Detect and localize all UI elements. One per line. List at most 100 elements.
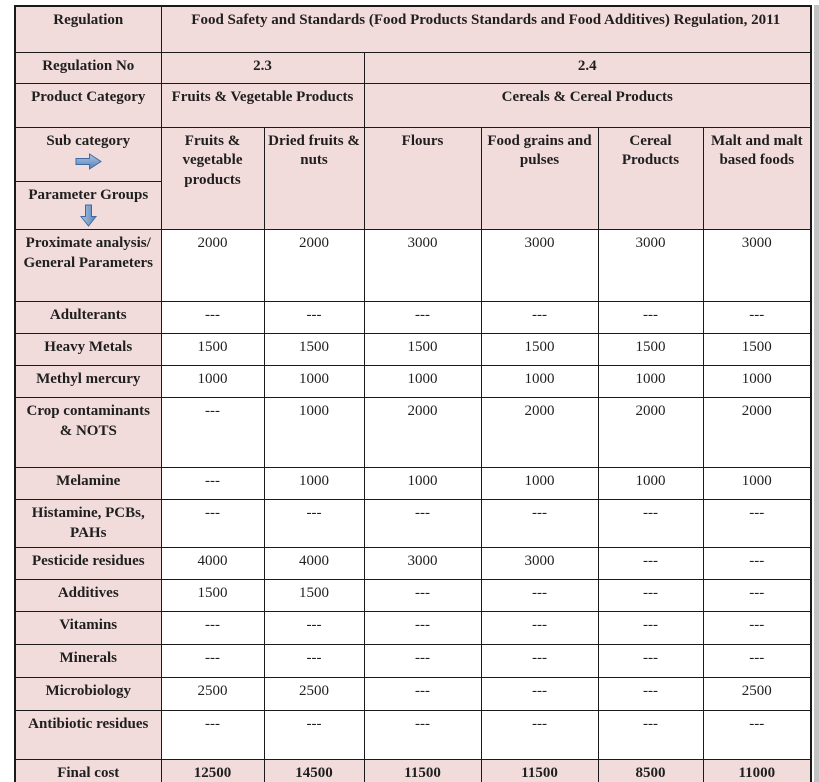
fee-value-cell: --- [363,710,482,760]
fee-value-cell: --- [263,611,365,645]
fee-value-cell: --- [263,710,365,760]
fee-value-cell: 11500 [480,759,599,782]
fee-value-cell: 2000 [363,397,482,468]
regulation-no-2-4: 2.4 [363,51,812,84]
fee-value-cell: 3000 [363,229,482,302]
parameter-row: Methyl mercury 1000 1000 1000 1000 1000 1000 [14,365,812,398]
parameter-group-label: Crop contaminants & NOTS [14,397,162,468]
parameter-groups-row: Parameter Groups [14,180,811,230]
fee-value-cell: 1000 [160,365,265,398]
right-arrow-icon [75,153,102,170]
fee-value-cell: 2500 [263,677,365,711]
fee-value-cell: 1500 [263,333,365,366]
fee-value-cell: --- [480,611,599,645]
fee-value-cell: --- [480,301,599,334]
fee-value-cell: --- [160,644,265,678]
fee-value-cell: 12500 [160,759,265,782]
fee-value-cell: 1000 [263,397,365,468]
fee-value-cell: --- [702,547,812,580]
fee-value-cell: --- [702,499,812,548]
fee-value-cell: --- [263,499,365,548]
fee-value-cell: 1500 [480,333,599,366]
sub-category-header: Malt and malt based foods [702,126,812,230]
fee-value-cell: 1000 [480,365,599,398]
parameter-row: Vitamins --- --- --- --- --- --- [14,611,812,645]
fee-value-cell: --- [363,499,482,548]
sub-category-header: Food grains and pulses [480,126,599,230]
fee-value-cell: 2000 [597,397,704,468]
fee-value-cell: 1500 [160,579,265,612]
parameter-row: Microbiology 2500 2500 --- --- --- 2500 [14,677,812,711]
parameter-group-label: Methyl mercury [14,365,162,398]
fee-value-cell: --- [160,301,265,334]
parameter-group-label: Proximate analysis/ General Parameters [14,229,162,302]
fee-value-cell: 1000 [702,365,812,398]
fee-value-cell: 11000 [702,759,812,782]
fee-value-cell: --- [160,397,265,468]
fee-value-cell: --- [160,611,265,645]
parameter-group-label: Final cost [14,759,162,782]
sub-category-label-cell: Sub category [14,126,162,182]
regulation-row: Regulation Food Safety and Standards (Fo… [14,5,812,53]
parameter-row: Minerals --- --- --- --- --- --- [14,644,812,678]
sub-category-label: Sub category [46,132,131,149]
fee-value-cell: 1000 [363,365,482,398]
parameter-row: Proximate analysis/ General Parameters 20… [14,229,812,302]
parameter-row: Additives 1500 1500 --- --- --- --- [14,579,812,612]
fee-value-cell: --- [702,644,812,678]
fee-value-cell: 3000 [480,547,599,580]
parameter-row: Heavy Metals 1500 1500 1500 1500 1500 1500 [14,333,812,366]
fee-value-cell: 1000 [597,365,704,398]
fee-value-cell: 1500 [597,333,704,366]
fee-value-cell: 11500 [363,759,482,782]
fee-value-cell: 2000 [702,397,812,468]
parameter-group-label: Antibiotic residues [14,710,162,760]
fee-schedule-table: Regulation Food Safety and Standards (Fo… [14,5,813,782]
parameter-groups-label-cell: Parameter Groups [14,180,162,230]
fee-value-cell: --- [480,710,599,760]
fee-value-cell: 1000 [263,467,365,500]
fee-value-cell: --- [480,579,599,612]
regulation-no-row: Regulation No 2.3 2.4 [14,51,812,84]
product-category-label: Product Category [14,82,162,128]
fee-value-cell: --- [597,644,704,678]
sub-category-header: Fruits & vegetable products [160,126,265,230]
fee-value-cell: --- [702,579,812,612]
fee-value-cell: --- [597,301,704,334]
fee-value-cell: --- [597,499,704,548]
fee-value-cell: 4000 [160,547,265,580]
fee-value-cell: --- [702,301,812,334]
fee-value-cell: --- [160,467,265,500]
page-edge-shadow-right [814,5,819,782]
regulation-title: Food Safety and Standards (Food Products… [160,5,812,53]
fee-value-cell: --- [597,547,704,580]
fee-value-cell: 1000 [263,365,365,398]
sub-category-header: Cereal Products [597,126,704,230]
down-arrow-icon [79,204,97,227]
parameter-row: Final cost 12500 14500 11500 11500 8500 11000 [14,759,812,782]
sub-category-header: Flours [363,126,482,230]
parameter-group-label: Minerals [14,644,162,678]
fee-value-cell: --- [363,644,482,678]
fee-value-cell: 1000 [702,467,812,500]
parameter-row: Pesticide residues 4000 4000 3000 3000 --- --- [14,547,812,580]
fee-value-cell: 2000 [160,229,265,302]
parameter-group-label: Pesticide residues [14,547,162,580]
fee-value-cell: 4000 [263,547,365,580]
sub-category-row: Sub category Fruits & vegetable products… [14,126,812,230]
fee-value-cell: 2000 [263,229,365,302]
fee-value-cell: --- [363,677,482,711]
fee-value-cell: 3000 [597,229,704,302]
parameter-row: Histamine, PCBs, PAHs --- --- --- --- --- --- [14,499,812,548]
fee-value-cell: 3000 [363,547,482,580]
fee-value-cell: 2000 [480,397,599,468]
fee-value-cell: 3000 [702,229,812,302]
fee-value-cell: 1500 [702,333,812,366]
fee-value-cell: --- [597,710,704,760]
product-category-fruits-vegetable: Fruits & Vegetable Products [160,82,365,128]
parameter-groups-label: Parameter Groups [28,186,149,203]
regulation-no-label: Regulation No [14,51,162,84]
fee-value-cell: --- [702,611,812,645]
product-category-row: Product Category Fruits & Vegetable Prod… [14,82,812,128]
fee-value-cell: --- [363,579,482,612]
